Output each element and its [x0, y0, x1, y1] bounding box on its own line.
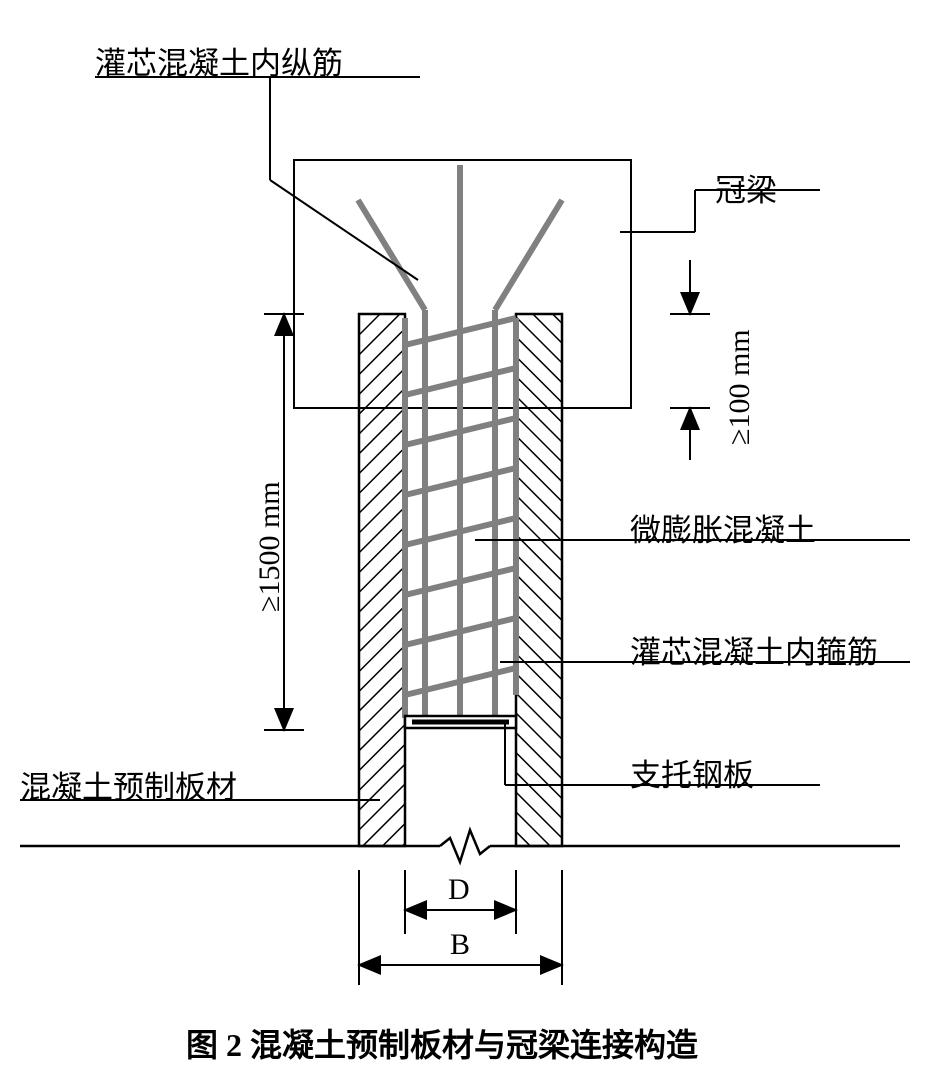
dim-text-B: B	[450, 928, 470, 962]
diagram-container: 灌芯混凝土内纵筋 冠梁 微膨胀混凝土 灌芯混凝土内箍筋 混凝土预制板材 支托钢板…	[0, 0, 930, 1078]
right-wall	[516, 314, 562, 846]
label-precast-panel: 混凝土预制板材	[20, 762, 237, 807]
figure-caption: 图 2 混凝土预制板材与冠梁连接构造	[186, 1020, 698, 1066]
label-stirrup: 灌芯混凝土内箍筋	[630, 627, 878, 672]
dim-text-100: ≥100 mm	[723, 329, 757, 445]
break-symbol	[440, 830, 490, 862]
label-micro-expansion: 微膨胀混凝土	[630, 505, 816, 550]
label-longitudinal-rebar: 灌芯混凝土内纵筋	[95, 38, 343, 83]
left-wall	[359, 314, 405, 846]
label-crown-beam: 冠梁	[715, 165, 777, 210]
dim-100	[670, 260, 710, 460]
dim-text-1500: ≥1500 mm	[253, 481, 287, 612]
leader-top-label	[95, 77, 420, 280]
support-plate	[405, 716, 516, 728]
label-support-plate: 支托钢板	[630, 750, 754, 795]
dim-text-D: D	[448, 873, 470, 907]
